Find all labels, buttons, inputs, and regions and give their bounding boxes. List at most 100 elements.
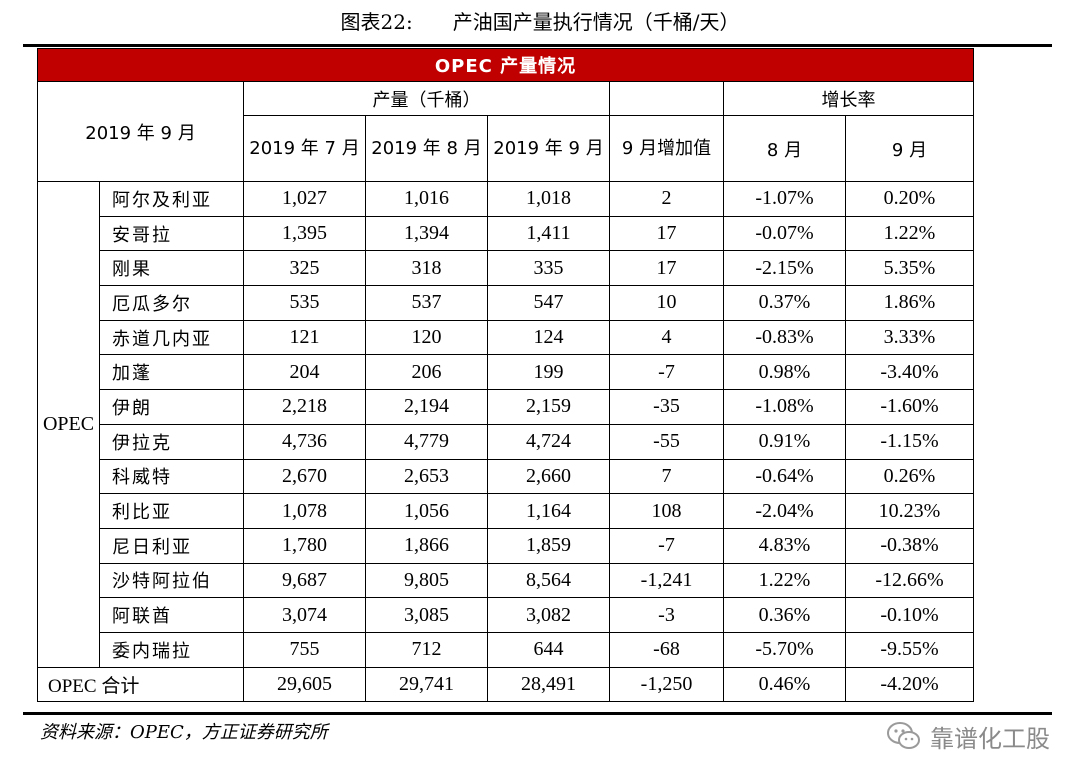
cell-aug: 1,016 bbox=[365, 181, 488, 217]
cell-aug: 9,805 bbox=[365, 562, 488, 599]
table-title: OPEC 产量情况 bbox=[37, 48, 974, 82]
table-row: 沙特阿拉伯 9,687 9,805 8,564 -1,241 1.22% -12.66% bbox=[38, 562, 974, 599]
cell-sep: 644 bbox=[487, 631, 610, 668]
opec-production-table: OPEC 产量情况 2019 年 9 月 产量（千桶） 增长率 2019 年 7… bbox=[37, 48, 974, 703]
cell-g-aug: -0.07% bbox=[723, 215, 846, 252]
cell-aug: 537 bbox=[365, 285, 488, 321]
cell-sep: 2,660 bbox=[487, 458, 610, 495]
cell-sep: 1,018 bbox=[487, 181, 610, 217]
table-row: 加蓬 204 206 199 -7 0.98% -3.40% bbox=[38, 354, 974, 391]
cell-g-aug: 4.83% bbox=[723, 527, 846, 564]
cell-g-aug: -2.04% bbox=[723, 493, 846, 529]
cell-delta: 108 bbox=[609, 493, 724, 529]
cell-g-sep: -12.66% bbox=[845, 562, 974, 599]
cell-sep: 3,082 bbox=[487, 597, 610, 633]
growth-column-header: 8 月 bbox=[723, 115, 846, 182]
bottom-rule bbox=[23, 712, 1052, 715]
table-row: 阿联酋 3,074 3,085 3,082 -3 0.36% -0.10% bbox=[38, 597, 974, 633]
table-row: 伊朗 2,218 2,194 2,159 -35 -1.08% -1.60% bbox=[38, 389, 974, 425]
cell-delta: -3 bbox=[609, 597, 724, 633]
cell-g-sep: 5.35% bbox=[845, 250, 974, 287]
cell-aug: 2,653 bbox=[365, 458, 488, 495]
cell-sep: 124 bbox=[487, 319, 610, 356]
wechat-icon bbox=[886, 721, 922, 751]
cell-delta: -35 bbox=[609, 389, 724, 425]
country-name: 厄瓜多尔 bbox=[99, 285, 244, 321]
cell-jul: 755 bbox=[243, 631, 366, 668]
cell-delta: -1,250 bbox=[609, 666, 724, 703]
table-row: 赤道几内亚 121 120 124 4 -0.83% 3.33% bbox=[38, 319, 974, 356]
country-name: 加蓬 bbox=[99, 354, 244, 391]
column-header: 2019 年 8 月 bbox=[365, 115, 488, 182]
cell-g-sep: -0.38% bbox=[845, 527, 974, 564]
cell-g-aug: 0.36% bbox=[723, 597, 846, 633]
country-name: 赤道几内亚 bbox=[99, 319, 244, 356]
cell-jul: 3,074 bbox=[243, 597, 366, 633]
watermark-text: 靠谱化工股 bbox=[930, 724, 1050, 753]
cell-delta: -7 bbox=[609, 527, 724, 564]
cell-delta: 10 bbox=[609, 285, 724, 321]
cell-jul: 2,670 bbox=[243, 458, 366, 495]
cell-aug: 29,741 bbox=[365, 666, 488, 703]
column-header: 2019 年 7 月 bbox=[243, 115, 366, 182]
top-rule bbox=[23, 44, 1052, 47]
cell-sep: 8,564 bbox=[487, 562, 610, 599]
cell-aug: 4,779 bbox=[365, 423, 488, 460]
cell-sep: 1,411 bbox=[487, 215, 610, 252]
cell-jul: 1,780 bbox=[243, 527, 366, 564]
cell-jul: 9,687 bbox=[243, 562, 366, 599]
cell-jul: 535 bbox=[243, 285, 366, 321]
cell-aug: 1,866 bbox=[365, 527, 488, 564]
cell-jul: 1,027 bbox=[243, 181, 366, 217]
cell-sep: 28,491 bbox=[487, 666, 610, 703]
cell-sep: 1,164 bbox=[487, 493, 610, 529]
cell-delta: 17 bbox=[609, 215, 724, 252]
table-row: OPEC 阿尔及利亚 1,027 1,016 1,018 2 -1.07% 0.20% bbox=[37, 181, 974, 668]
column-header: 2019 年 9 月 bbox=[487, 115, 610, 182]
cell-sep: 547 bbox=[487, 285, 610, 321]
cell-g-sep: -3.40% bbox=[845, 354, 974, 391]
cell-aug: 712 bbox=[365, 631, 488, 668]
cell-delta: -68 bbox=[609, 631, 724, 668]
cell-g-aug: 0.46% bbox=[723, 666, 846, 703]
country-name: 尼日利亚 bbox=[99, 527, 244, 564]
cell-g-aug: 0.98% bbox=[723, 354, 846, 391]
cell-aug: 3,085 bbox=[365, 597, 488, 633]
cell-aug: 1,056 bbox=[365, 493, 488, 529]
figure-title: 产油国产量执行情况（千桶/天） bbox=[452, 10, 740, 34]
cell-g-sep: 1.86% bbox=[845, 285, 974, 321]
country-name: 阿联酋 bbox=[99, 597, 244, 633]
cell-g-aug: 0.91% bbox=[723, 423, 846, 460]
table-row: 尼日利亚 1,780 1,866 1,859 -7 4.83% -0.38% bbox=[38, 527, 974, 564]
cell-g-aug: -0.64% bbox=[723, 458, 846, 495]
cell-aug: 318 bbox=[365, 250, 488, 287]
cell-g-sep: 0.20% bbox=[845, 181, 974, 217]
country-name: 安哥拉 bbox=[99, 215, 244, 252]
cell-jul: 2,218 bbox=[243, 389, 366, 425]
cell-sep: 2,159 bbox=[487, 389, 610, 425]
cell-jul: 1,395 bbox=[243, 215, 366, 252]
cell-g-sep: -1.15% bbox=[845, 423, 974, 460]
cell-jul: 1,078 bbox=[243, 493, 366, 529]
country-name: 刚果 bbox=[99, 250, 244, 287]
table-row: 安哥拉 1,395 1,394 1,411 17 -0.07% 1.22% bbox=[38, 215, 974, 252]
table-row: 委内瑞拉 755 712 644 -68 -5.70% -9.55% bbox=[38, 631, 974, 668]
cell-g-aug: 1.22% bbox=[723, 562, 846, 599]
cell-jul: 121 bbox=[243, 319, 366, 356]
table-row: 伊拉克 4,736 4,779 4,724 -55 0.91% -1.15% bbox=[38, 423, 974, 460]
cell-sep: 1,859 bbox=[487, 527, 610, 564]
cell-g-aug: -2.15% bbox=[723, 250, 846, 287]
cell-g-sep: 3.33% bbox=[845, 319, 974, 356]
cell-jul: 29,605 bbox=[243, 666, 366, 703]
cell-aug: 2,194 bbox=[365, 389, 488, 425]
cell-sep: 4,724 bbox=[487, 423, 610, 460]
cell-g-sep: -1.60% bbox=[845, 389, 974, 425]
cell-g-aug: -1.07% bbox=[723, 181, 846, 217]
cell-g-aug: -0.83% bbox=[723, 319, 846, 356]
country-name: 伊朗 bbox=[99, 389, 244, 425]
cell-delta: -7 bbox=[609, 354, 724, 391]
cell-g-sep: 0.26% bbox=[845, 458, 974, 495]
cell-jul: 4,736 bbox=[243, 423, 366, 460]
table-row: OPEC 合计 29,605 29,741 28,491 -1,250 0.46% -4.2… bbox=[37, 666, 974, 703]
figure-label: 图表22: bbox=[340, 10, 413, 34]
